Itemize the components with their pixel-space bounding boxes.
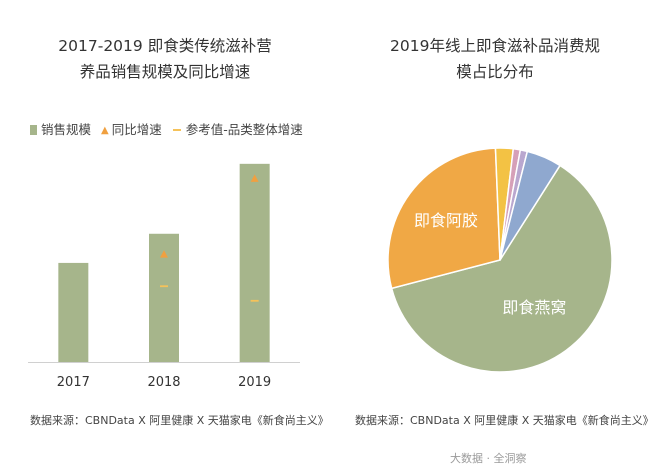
bar-chart-plot: 2017 2018 2019 (28, 163, 300, 390)
pie-slice-即食阿胶 (387, 147, 501, 290)
legend-reference-label: 参考值-品类整体增速 (185, 122, 303, 137)
pie-label-即食阿胶: 即食阿胶 (414, 211, 478, 230)
bar-2017 (58, 262, 89, 362)
pie-label-即食燕窝: 即食燕窝 (502, 298, 566, 317)
legend-dash-icon (172, 129, 181, 131)
x-tick-label-2017: 2017 (57, 375, 90, 390)
bar-chart-legend: 销售规模 ▲ 同比增速 参考值-品类整体增速 (30, 119, 303, 138)
x-tick-label-2019: 2019 (238, 375, 271, 390)
pie-chart-source: 数据来源：CBNData X 阿里健康 X 天猫家电《新食尚主义》 (355, 414, 654, 427)
bar-2019 (239, 163, 270, 362)
watermark: 大数据 · 全洞察 (450, 452, 527, 465)
legend-growth-label: 同比增速 (111, 122, 162, 137)
legend-bar-label: 销售规模 (41, 122, 92, 137)
pie-chart-plot: 即食燕窝 即食阿胶 (387, 147, 613, 373)
bar-chart-panel: 2017-2019 即食类传统滋补营 养品销售规模及同比增速 销售规模 ▲ 同比增… (28, 37, 329, 427)
growth-marker-2019 (250, 174, 259, 182)
pie-slice-即食燕窝 (390, 164, 613, 373)
pie-slice-minor-5 (499, 150, 562, 261)
pie-chart-title-line2: 模占比分布 (456, 63, 534, 81)
growth-marker-2018 (160, 250, 168, 258)
bar-chart-source: 数据来源：CBNData X 阿里健康 X 天猫家电《新食尚主义》 (30, 414, 329, 427)
legend-bar-swatch (30, 125, 37, 135)
pie-chart-panel: 2019年线上即食滋补品消费规 模占比分布 即食燕窝 即食阿胶 数据来源：CBND… (330, 0, 660, 475)
bar-chart-title-line2: 养品销售规模及同比增速 (79, 63, 251, 81)
x-tick-label-2018: 2018 (147, 375, 180, 390)
pie-chart-title-line1: 2019年线上即食滋补品消费规 (390, 37, 600, 55)
bar-chart-title-line1: 2017-2019 即食类传统滋补营 (58, 37, 272, 55)
legend-triangle-icon: ▲ (101, 125, 109, 136)
